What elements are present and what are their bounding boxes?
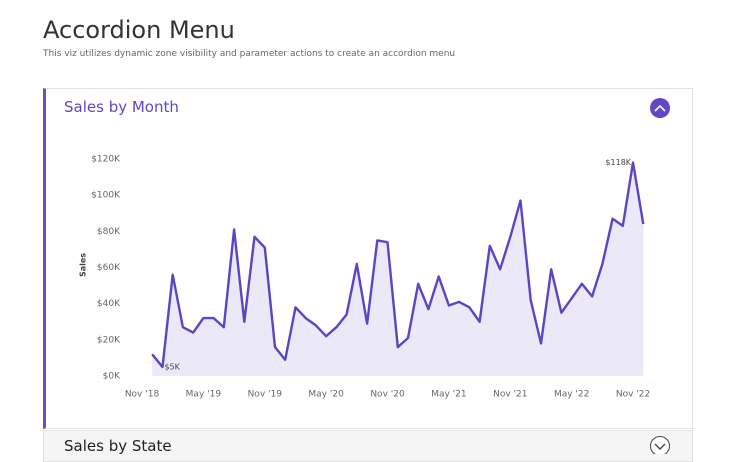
y-axis-label: Sales (79, 253, 88, 277)
y-tick-label: $100K (91, 191, 121, 201)
section-title[interactable]: Sales by State (64, 437, 172, 455)
x-tick-label: Nov '20 (370, 390, 405, 400)
section-title[interactable]: Sales by Month (64, 98, 179, 116)
y-tick-label: $20K (97, 335, 121, 345)
page-subtitle: This viz utilizes dynamic zone visibilit… (43, 49, 456, 59)
y-tick-label: $60K (97, 263, 121, 273)
x-tick-label: Nov '19 (248, 390, 283, 400)
x-tick-label: May '22 (554, 390, 589, 400)
data-label: $118K (605, 158, 631, 167)
area (152, 162, 644, 376)
expand-button[interactable] (650, 436, 670, 455)
y-tick-label: $80K (97, 227, 121, 237)
line (151, 161, 645, 369)
x-tick-label: Nov '21 (493, 390, 527, 400)
x-tick-label: Nov '22 (616, 390, 650, 400)
x-tick-label: May '20 (308, 390, 344, 400)
x-tick-label: May '19 (186, 390, 222, 400)
x-tick-label: May '21 (431, 390, 466, 400)
page-title: Accordion Menu (43, 16, 235, 44)
collapse-button[interactable] (650, 98, 670, 118)
x-tick-label: Nov '18 (125, 390, 160, 400)
y-tick-label: $120K (91, 155, 121, 165)
y-tick-label: $40K (97, 299, 121, 309)
data-label: $5K (164, 362, 180, 371)
y-tick-label: $0K (103, 372, 121, 382)
